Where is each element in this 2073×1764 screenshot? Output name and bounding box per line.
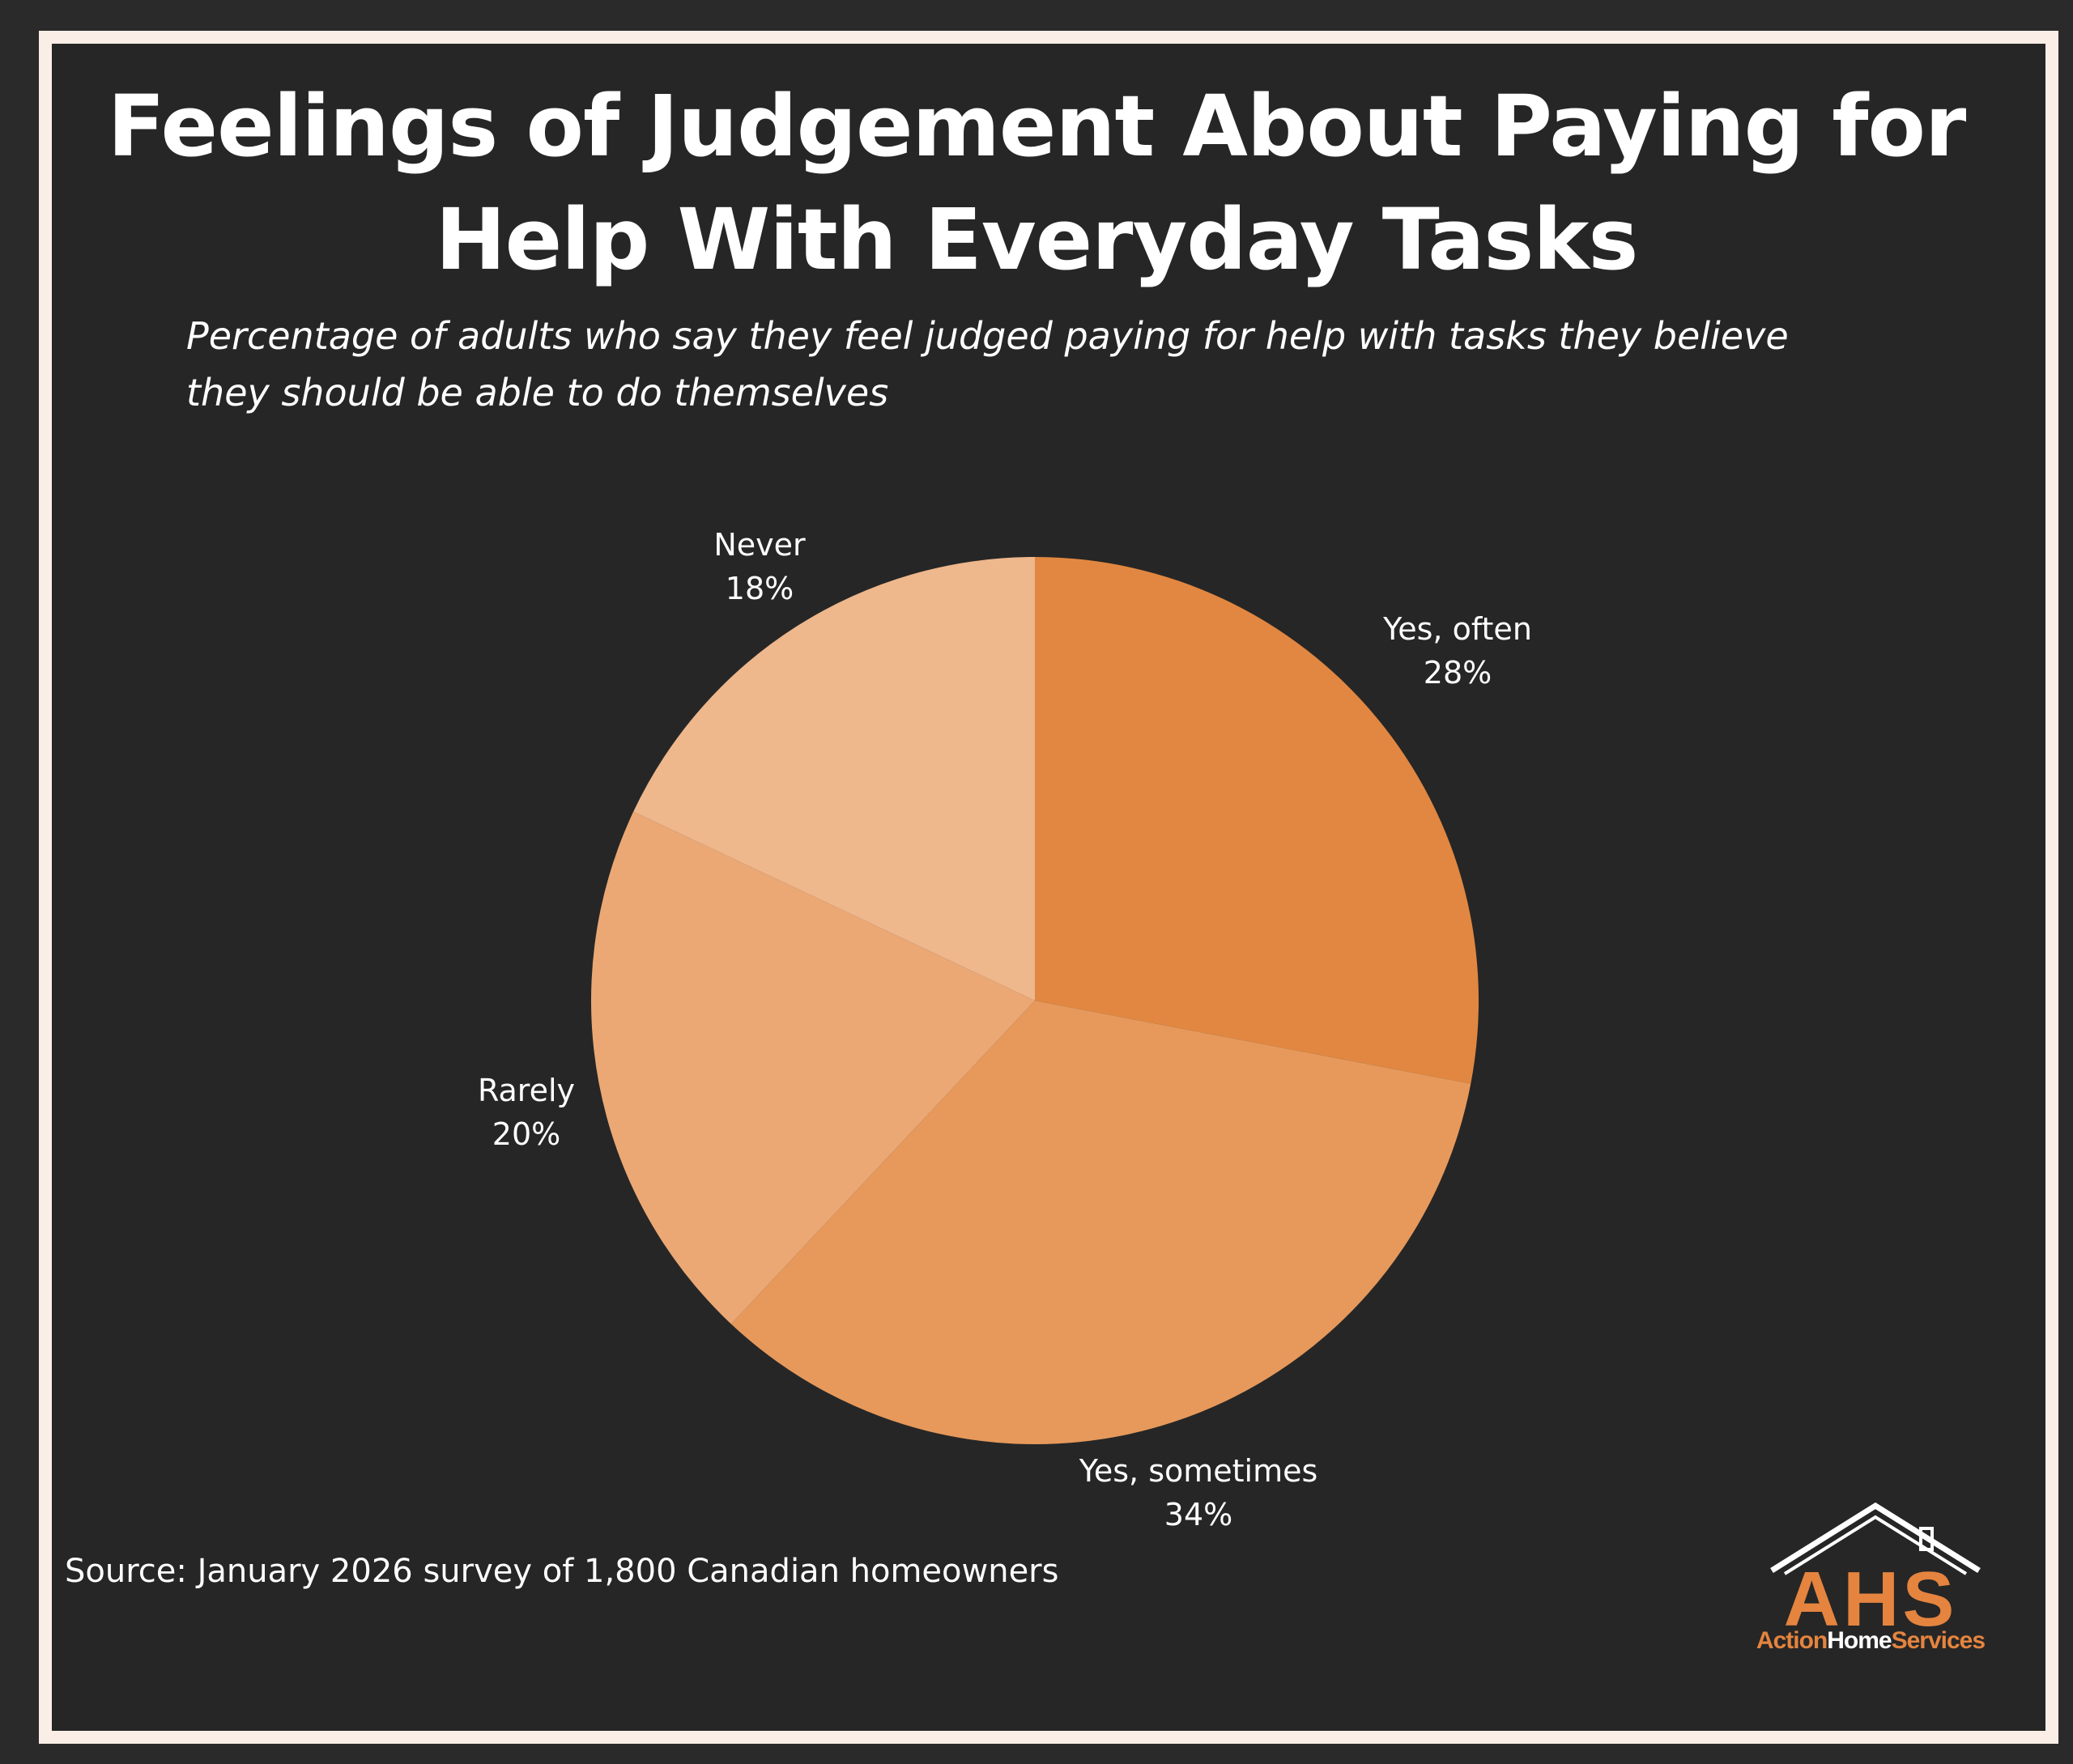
slice-label-yes-sometimes: Yes, sometimes xyxy=(1079,1453,1318,1489)
slice-value-yes-often: 28% xyxy=(1424,655,1492,691)
slice-label-never: Never xyxy=(713,527,806,563)
logo-wordmark: ActionHomeServices xyxy=(1741,1627,2000,1655)
pie-slice-never xyxy=(633,557,1035,1001)
company-logo: AHS xyxy=(1770,1502,1981,1643)
logo-word-services: Services xyxy=(1891,1627,1986,1654)
chart-title: Feelings of Judgement About Paying for H… xyxy=(0,70,2073,296)
slice-value-yes-sometimes: 34% xyxy=(1164,1497,1232,1532)
logo-letters: AHS xyxy=(1784,1556,1958,1643)
slice-label-yes-often: Yes, often xyxy=(1382,611,1532,647)
slice-value-rarely: 20% xyxy=(492,1116,560,1152)
chart-title-text: Feelings of Judgement About Paying for H… xyxy=(107,77,1967,289)
house-roof-icon xyxy=(1770,1502,1981,1575)
chart-subtitle: Percentage of adults who say they feel j… xyxy=(186,314,1789,414)
pie-slice-yes-sometimes xyxy=(730,1001,1471,1444)
source-note: Source: January 2026 survey of 1,800 Can… xyxy=(65,1553,1059,1590)
slice-label-rarely: Rarely xyxy=(478,1073,575,1108)
pie-slice-rarely xyxy=(590,811,1035,1324)
logo-word-home: Home xyxy=(1827,1627,1892,1654)
slice-value-never: 18% xyxy=(726,571,794,606)
logo-word-action: Action xyxy=(1756,1627,1828,1654)
pie-slice-yes-often xyxy=(1035,557,1479,1084)
